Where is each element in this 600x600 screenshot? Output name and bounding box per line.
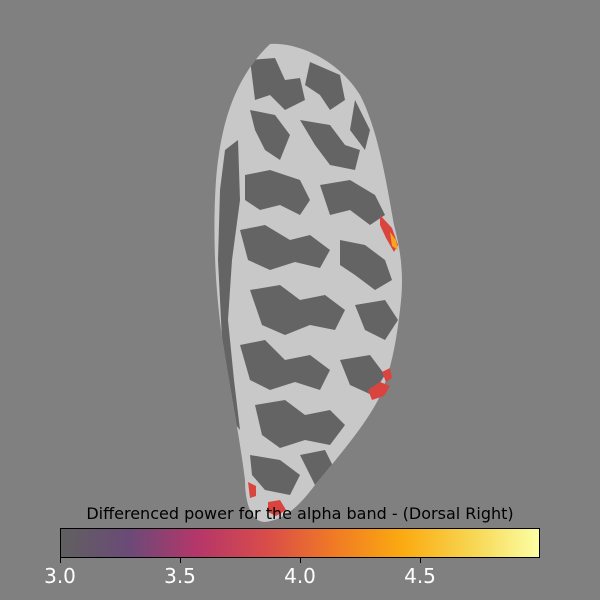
colorbar-tick-label: 3.0 (44, 564, 76, 588)
colorbar-tick-mark (180, 558, 181, 563)
colorbar (60, 528, 540, 558)
colorbar-tick-label: 3.5 (164, 564, 196, 588)
colorbar-tick-mark (300, 558, 301, 563)
colorbar-tick-mark (60, 558, 61, 563)
colorbar-tick-mark (420, 558, 421, 563)
sulci-pattern (218, 58, 398, 495)
colorbar-title: Differenced power for the alpha band - (… (86, 504, 514, 523)
colorbar-tick-label: 4.0 (284, 564, 316, 588)
activation-overlay (248, 215, 398, 516)
colorbar-tick-label: 4.5 (404, 564, 436, 588)
